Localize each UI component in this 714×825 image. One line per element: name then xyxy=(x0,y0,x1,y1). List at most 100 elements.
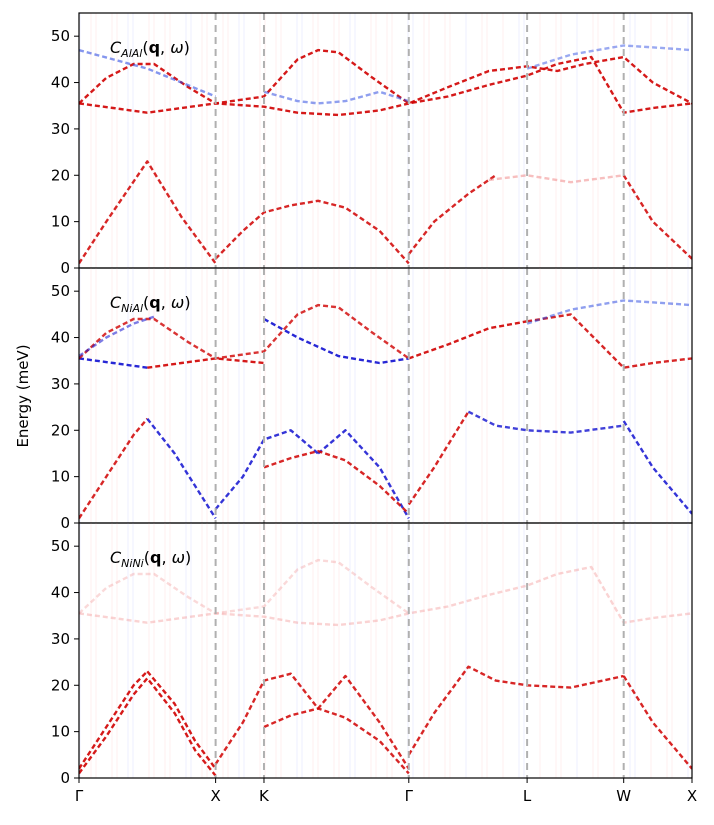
noise-stripe xyxy=(486,13,488,268)
panel-frame xyxy=(78,522,693,779)
band-series xyxy=(79,160,217,265)
y-tick-label: 30 xyxy=(51,630,70,648)
noise-stripe xyxy=(666,523,668,778)
band-series xyxy=(526,299,692,325)
noise-stripe xyxy=(592,523,594,778)
band-series xyxy=(214,672,410,770)
panel-alal: 0 10 20 30 40 50 CAlAl(q, ω) xyxy=(51,12,693,277)
y-tick-label: 0 xyxy=(60,514,70,532)
noise-stripe xyxy=(243,523,245,778)
y-tick-label: 30 xyxy=(51,120,70,138)
noise-stripe xyxy=(227,523,229,778)
noise-stripe xyxy=(502,13,504,268)
noise-stripe xyxy=(333,268,335,523)
noise-stripe xyxy=(185,523,187,778)
noise-stripe xyxy=(79,13,81,268)
noise-stripe xyxy=(423,13,425,268)
noise-stripe xyxy=(127,13,129,268)
noise-stripe xyxy=(190,13,192,268)
noise-stripe xyxy=(222,13,224,268)
noise-stripe xyxy=(576,268,578,523)
noise-stripe xyxy=(296,13,298,268)
noise-stripe xyxy=(613,523,615,778)
band-series xyxy=(79,417,149,520)
y-axis-title: Energy (meV) xyxy=(14,344,32,447)
noise-stripe xyxy=(116,268,118,523)
noise-stripe xyxy=(164,268,166,523)
noise-stripe xyxy=(391,13,393,268)
noise-stripe xyxy=(201,13,203,268)
y-tick-label: 10 xyxy=(51,468,70,486)
noise-stripe xyxy=(90,523,92,778)
noise-stripe xyxy=(444,523,446,778)
noise-stripe xyxy=(465,13,467,268)
y-tick-label: 20 xyxy=(51,166,70,184)
noise-stripe xyxy=(79,268,81,523)
noise-stripe xyxy=(444,13,446,268)
noise-stripe xyxy=(264,268,266,523)
band-series xyxy=(526,313,692,369)
noise-stripe xyxy=(238,523,240,778)
noise-stripe xyxy=(428,268,430,523)
noise-stripe xyxy=(153,523,155,778)
noise-stripe xyxy=(190,268,192,523)
noise-stripe xyxy=(164,13,166,268)
noise-stripe xyxy=(375,523,377,778)
band-series xyxy=(79,565,692,627)
noise-stripe xyxy=(449,268,451,523)
noise-stripe xyxy=(275,523,277,778)
noise-stripe xyxy=(275,268,277,523)
noise-stripe xyxy=(111,523,113,778)
noise-stripe xyxy=(338,268,340,523)
noise-stripe xyxy=(312,523,314,778)
band-series xyxy=(408,320,528,360)
noise-stripe xyxy=(370,268,372,523)
noise-stripe xyxy=(206,523,208,778)
noise-stripe xyxy=(386,13,388,268)
x-tick-label: X xyxy=(210,787,220,805)
noise-stripe xyxy=(370,13,372,268)
band-series xyxy=(526,44,692,70)
noise-stripe xyxy=(576,523,578,778)
noise-stripe xyxy=(95,523,97,778)
noise-stripe xyxy=(333,13,335,268)
band-series xyxy=(146,670,217,770)
noise-stripe xyxy=(317,13,319,268)
band-series xyxy=(79,48,217,98)
noise-stripe xyxy=(201,523,203,778)
noise-stripe xyxy=(238,268,240,523)
y-tick-label: 30 xyxy=(51,375,70,393)
band-series xyxy=(79,55,692,117)
noise-stripe xyxy=(629,268,631,523)
y-tick-label: 40 xyxy=(51,584,70,602)
noise-stripe xyxy=(164,523,166,778)
noise-stripe xyxy=(449,13,451,268)
noise-stripe xyxy=(518,13,520,268)
noise-stripe xyxy=(597,523,599,778)
noise-stripe xyxy=(111,268,113,523)
noise-stripe xyxy=(592,13,594,268)
noise-stripe xyxy=(502,268,504,523)
noise-stripe xyxy=(386,523,388,778)
noise-stripe xyxy=(259,523,261,778)
x-tick-label: X xyxy=(687,787,697,805)
noise-stripe xyxy=(518,523,520,778)
noise-stripe xyxy=(671,523,673,778)
noise-stripe xyxy=(264,523,266,778)
noise-stripe xyxy=(407,523,409,778)
noise-stripe xyxy=(169,268,171,523)
noise-stripe xyxy=(671,13,673,268)
band-series xyxy=(263,707,410,775)
band-series xyxy=(79,558,410,615)
noise-stripe xyxy=(185,268,187,523)
y-tick-label: 0 xyxy=(60,769,70,787)
noise-stripe xyxy=(576,13,578,268)
y-tick-label: 20 xyxy=(51,421,70,439)
band-series xyxy=(79,303,410,360)
noise-stripe xyxy=(592,268,594,523)
noise-stripe xyxy=(296,523,298,778)
noise-stripe xyxy=(375,268,377,523)
noise-stripe xyxy=(301,13,303,268)
noise-stripe xyxy=(539,13,541,268)
noise-stripe xyxy=(412,13,414,268)
